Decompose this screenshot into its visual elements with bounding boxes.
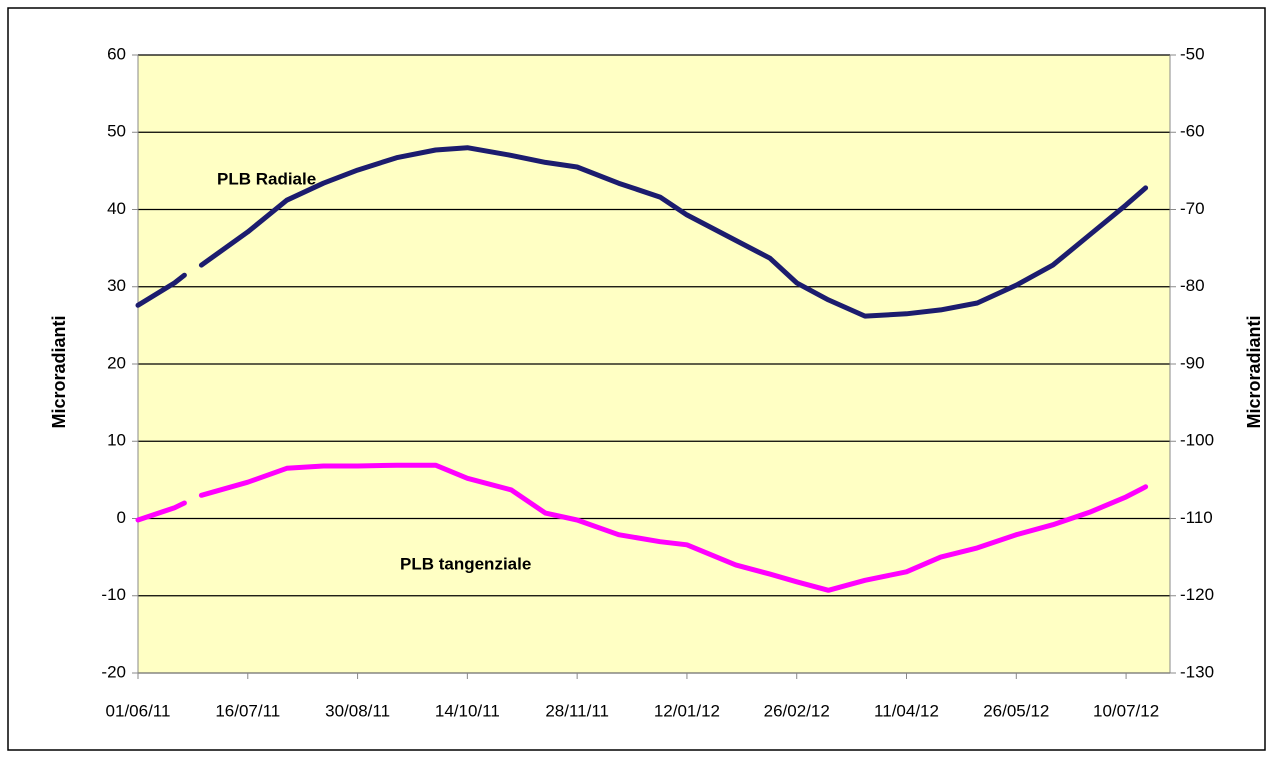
- y-tick-label: 20: [107, 353, 126, 372]
- x-tick-label: 26/02/12: [764, 701, 830, 720]
- y-tick-label: 30: [107, 276, 126, 295]
- y2-tick-label: -50: [1180, 44, 1205, 63]
- y2-tick-label: -130: [1180, 662, 1214, 681]
- x-tick-label: 10/07/12: [1093, 701, 1159, 720]
- y2-tick-label: -110: [1180, 508, 1213, 527]
- x-tick-label: 26/05/12: [983, 701, 1049, 720]
- y-axis-label: Microradianti: [49, 315, 69, 428]
- x-tick-label: 01/06/11: [106, 701, 171, 720]
- series-line: [135, 462, 1149, 593]
- y2-tick-label: -80: [1180, 276, 1205, 295]
- series-label: PLB tangenziale: [400, 554, 531, 573]
- y-tick-label: 0: [117, 508, 126, 527]
- y-tick-label: 10: [107, 431, 126, 450]
- series-line: [135, 145, 1149, 319]
- y2-axis-label: Microradianti: [1244, 315, 1264, 428]
- y2-tick-label: -120: [1180, 585, 1214, 604]
- y-tick-label: -20: [101, 662, 126, 681]
- x-tick-label: 11/04/12: [874, 701, 939, 720]
- y2-tick-label: -60: [1180, 122, 1205, 141]
- y2-tick-label: -90: [1180, 353, 1205, 372]
- y-tick-label: 40: [107, 199, 126, 218]
- x-tick-label: 12/01/12: [654, 701, 720, 720]
- x-tick-label: 28/11/11: [545, 701, 609, 720]
- y2-tick-label: -100: [1180, 431, 1214, 450]
- x-tick-label: 16/07/11: [215, 701, 280, 720]
- y-tick-label: 50: [107, 122, 126, 141]
- series-label: PLB Radiale: [217, 169, 316, 188]
- x-tick-label: 30/08/11: [325, 701, 390, 720]
- y-tick-label: -10: [101, 585, 126, 604]
- y-tick-label: 60: [107, 44, 126, 63]
- x-tick-label: 14/10/11: [435, 701, 500, 720]
- y2-tick-label: -70: [1180, 199, 1205, 218]
